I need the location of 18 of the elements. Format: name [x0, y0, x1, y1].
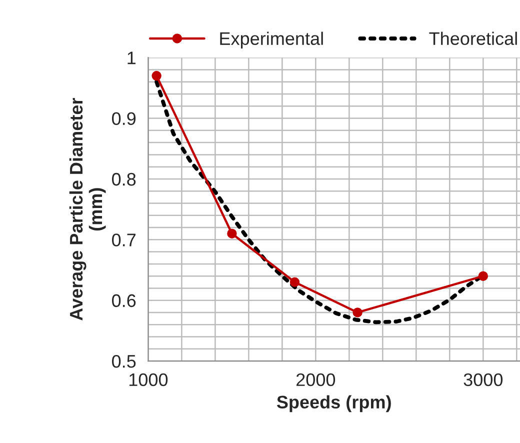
y-tick-label: 0.8: [112, 172, 136, 186]
x-tick-label: 3000: [464, 373, 503, 386]
y-tick-label: 0.9: [112, 112, 136, 125]
x-tick-label: 1000: [129, 373, 168, 386]
y-tick-label: 1: [128, 52, 136, 64]
x-tick-label: 2000: [296, 373, 336, 386]
point: [478, 271, 488, 281]
point: [152, 70, 162, 81]
y-tick-label: 0.5: [112, 354, 136, 368]
y-tick-label: 0.7: [112, 234, 136, 246]
point: [290, 277, 300, 288]
y-tick-label: 0.6: [112, 294, 136, 308]
legend-label: Theoretical: [429, 32, 517, 45]
x-axis-title: Speeds (rpm): [276, 395, 391, 412]
point: [352, 308, 362, 318]
y-axis-title: Average Particle Diameter (mm): [69, 98, 106, 320]
legend-label: Experimental: [220, 32, 323, 49]
point: [227, 228, 237, 238]
